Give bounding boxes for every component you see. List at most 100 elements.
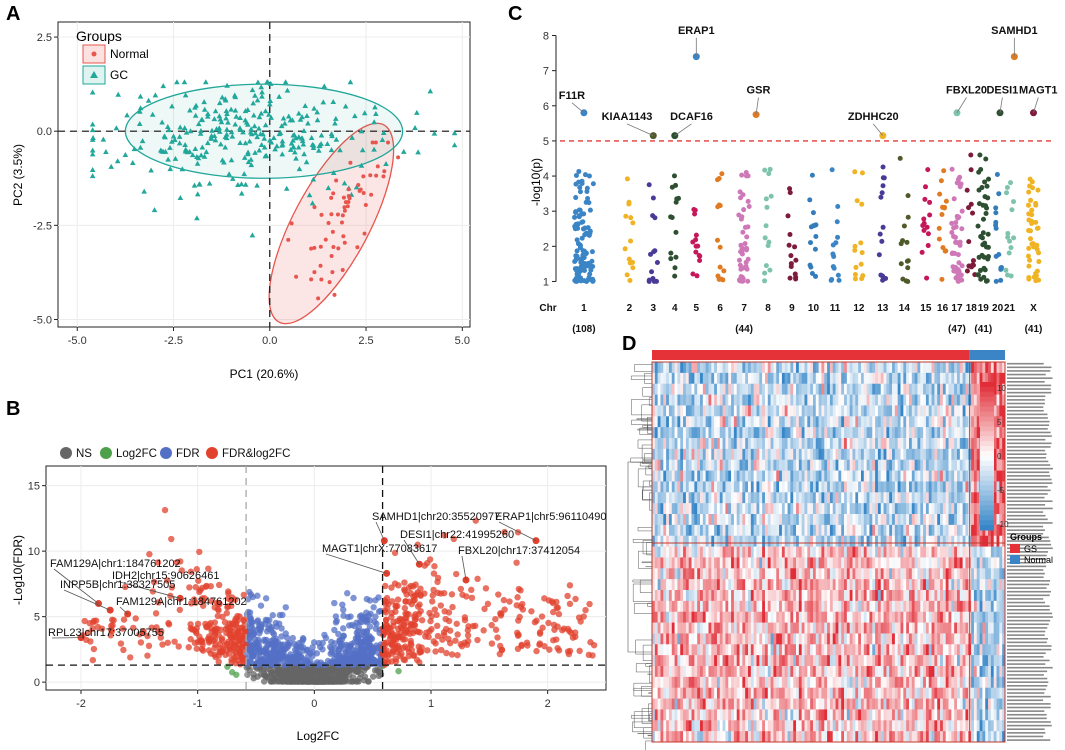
gc-sample-point bbox=[380, 129, 387, 135]
heatmap-cell bbox=[753, 383, 757, 395]
manhattan-snp-point bbox=[1036, 259, 1042, 265]
heatmap-cell bbox=[770, 470, 774, 482]
heatmap-cell bbox=[804, 568, 808, 580]
volcano-point-both bbox=[488, 621, 495, 629]
heatmap-cell bbox=[725, 416, 729, 428]
heatmap-cell bbox=[663, 372, 667, 385]
manhattan-snp-point bbox=[968, 167, 974, 173]
heatmap-cell bbox=[708, 633, 712, 645]
heatmap-cell bbox=[677, 709, 681, 721]
heatmap-cell bbox=[725, 524, 729, 537]
heatmap-cell bbox=[705, 568, 709, 580]
heatmap-cell bbox=[736, 557, 740, 569]
heatmap-cell bbox=[654, 535, 658, 547]
heatmap-cell bbox=[753, 459, 757, 471]
heatmap-cell bbox=[770, 600, 774, 613]
gc-sample-point bbox=[309, 200, 316, 206]
heatmap-cell bbox=[756, 459, 760, 471]
heatmap-cell bbox=[680, 590, 684, 602]
heatmap-cell bbox=[714, 362, 718, 374]
heatmap-cell bbox=[756, 622, 760, 634]
heatmap-cell bbox=[674, 579, 678, 591]
manhattan-snp-point bbox=[953, 239, 959, 245]
heatmap-cell bbox=[663, 731, 667, 743]
manhattan-snp-point bbox=[980, 216, 986, 222]
heatmap-cell bbox=[739, 470, 743, 482]
volcano-point-both bbox=[429, 592, 436, 599]
volcano-point-both bbox=[168, 535, 175, 543]
gc-sample-point bbox=[115, 91, 122, 97]
volcano-point-ns bbox=[351, 667, 358, 675]
heatmap-cell bbox=[683, 524, 687, 537]
heatmap-cell bbox=[767, 666, 771, 678]
manhattan-gene-label: SAMHD1 bbox=[991, 25, 1037, 37]
manhattan-snp-point bbox=[1036, 250, 1042, 256]
heatmap-cell bbox=[691, 720, 695, 732]
normal-sample-point bbox=[336, 246, 341, 251]
gc-sample-point bbox=[272, 146, 278, 152]
heatmap-cell bbox=[688, 362, 692, 374]
manhattan-snp-point bbox=[921, 227, 927, 233]
heatmap-cell bbox=[691, 600, 695, 613]
manhattan-snp-point bbox=[574, 268, 580, 274]
manhattan-snp-point bbox=[964, 187, 970, 193]
heatmap-cell bbox=[812, 383, 817, 395]
heatmap-cell bbox=[759, 600, 763, 613]
heatmap-cell bbox=[652, 720, 656, 732]
heatmap-cell bbox=[753, 448, 757, 461]
heatmap-cell bbox=[759, 514, 763, 526]
row-dendrogram-branch bbox=[642, 644, 652, 661]
normal-sample-point bbox=[330, 270, 335, 275]
heatmap-cell bbox=[666, 362, 670, 374]
heatmap-cell bbox=[742, 546, 746, 558]
heatmap-cell bbox=[697, 362, 701, 374]
heatmap-cell bbox=[776, 372, 780, 385]
heatmap-cell bbox=[674, 405, 678, 417]
heatmap-cell bbox=[719, 405, 723, 417]
volcano-point-both bbox=[392, 608, 399, 615]
heatmap-cell bbox=[688, 535, 692, 547]
heatmap-cell bbox=[674, 633, 678, 645]
manhattan-snp-point bbox=[998, 277, 1004, 283]
heatmap-cell bbox=[739, 590, 743, 602]
heatmap-cell bbox=[821, 622, 825, 634]
heatmap-cell bbox=[719, 666, 723, 678]
volcano-point-both bbox=[164, 639, 171, 646]
heatmap-cell bbox=[719, 731, 723, 743]
heatmap-cell bbox=[714, 448, 718, 461]
normal-sample-point bbox=[312, 270, 317, 275]
heatmap-cell bbox=[793, 644, 797, 656]
heatmap-cell bbox=[728, 481, 732, 493]
heatmap-cell bbox=[750, 590, 754, 602]
heatmap-cell bbox=[685, 481, 690, 493]
manhattan-snp-point bbox=[573, 172, 579, 178]
heatmap-cell bbox=[739, 438, 743, 450]
volcano-point-both bbox=[110, 617, 117, 624]
heatmap-cell bbox=[784, 579, 788, 591]
heatmap-cell bbox=[815, 655, 819, 667]
gc-sample-point bbox=[198, 152, 205, 158]
heatmap-cell bbox=[736, 405, 740, 417]
volcano-point-both bbox=[497, 610, 504, 617]
heatmap-cell bbox=[691, 470, 695, 482]
heatmap-cell bbox=[798, 362, 802, 374]
heatmap-cell bbox=[804, 503, 808, 515]
heatmap-cell bbox=[815, 394, 819, 406]
heatmap-cell bbox=[750, 546, 754, 558]
gc-sample-point bbox=[183, 129, 190, 135]
heatmap-cell bbox=[773, 590, 777, 602]
heatmap-cell bbox=[790, 568, 794, 580]
gc-sample-point bbox=[299, 138, 306, 144]
heatmap-cell bbox=[652, 448, 656, 461]
heatmap-cell bbox=[759, 503, 763, 515]
heatmap-cell bbox=[711, 611, 715, 623]
heatmap-cell bbox=[756, 470, 760, 482]
heatmap-cell bbox=[776, 481, 780, 493]
heatmap-cell bbox=[697, 579, 701, 591]
heatmap-cell bbox=[722, 383, 726, 395]
volcano-point-both bbox=[445, 617, 453, 625]
heatmap-cell bbox=[666, 579, 670, 591]
manhattan-snp-point bbox=[1004, 190, 1010, 196]
manhattan-snp-point bbox=[630, 220, 636, 226]
volcano-label-leader bbox=[325, 553, 387, 574]
